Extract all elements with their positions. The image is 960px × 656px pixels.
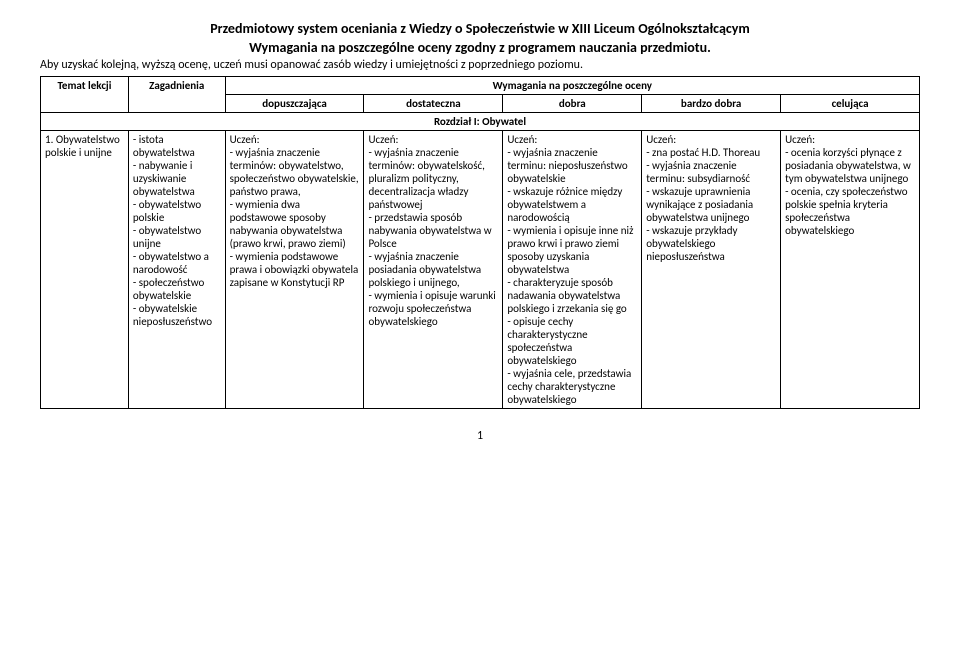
- document-note: Aby uzyskać kolejną, wyższą ocenę, uczeń…: [40, 58, 920, 72]
- header-zagadnienia: Zagadnienia: [128, 77, 225, 113]
- header-wymagania: Wymagania na poszczególne oceny: [225, 77, 919, 95]
- grading-table: Temat lekcji Zagadnienia Wymagania na po…: [40, 76, 920, 409]
- chapter-row: Rozdział I: Obywatel: [41, 113, 920, 131]
- cell-bardzo-dobra: Uczeń:- zna postać H.D. Thoreau- wyjaśni…: [642, 131, 781, 409]
- cell-celujaca: Uczeń:- ocenia korzyści płynące z posiad…: [781, 131, 920, 409]
- header-bardzo-dobra: bardzo dobra: [642, 95, 781, 113]
- chapter-title: Rozdział I: Obywatel: [41, 113, 920, 131]
- cell-dopuszczajaca: Uczeń:- wyjaśnia znaczenie terminów: oby…: [225, 131, 364, 409]
- header-dopuszczajaca: dopuszczająca: [225, 95, 364, 113]
- document-subtitle: Wymagania na poszczególne oceny zgodny z…: [40, 39, 920, 56]
- document-title: Przedmiotowy system oceniania z Wiedzy o…: [40, 20, 920, 37]
- header-temat: Temat lekcji: [41, 77, 129, 113]
- cell-temat: 1. Obywatelstwo polskie i unijne: [41, 131, 129, 409]
- cell-dobra: Uczeń:- wyjaśnia znaczenie terminu: niep…: [503, 131, 642, 409]
- content-row: 1. Obywatelstwo polskie i unijne - istot…: [41, 131, 920, 409]
- header-row-1: Temat lekcji Zagadnienia Wymagania na po…: [41, 77, 920, 95]
- header-celujaca: celująca: [781, 95, 920, 113]
- cell-zagadnienia: - istota obywatelstwa- nabywanie i uzysk…: [128, 131, 225, 409]
- header-dobra: dobra: [503, 95, 642, 113]
- header-dostateczna: dostateczna: [364, 95, 503, 113]
- cell-dostateczna: Uczeń:- wyjaśnia znaczenie terminów: oby…: [364, 131, 503, 409]
- page-number: 1: [40, 429, 920, 443]
